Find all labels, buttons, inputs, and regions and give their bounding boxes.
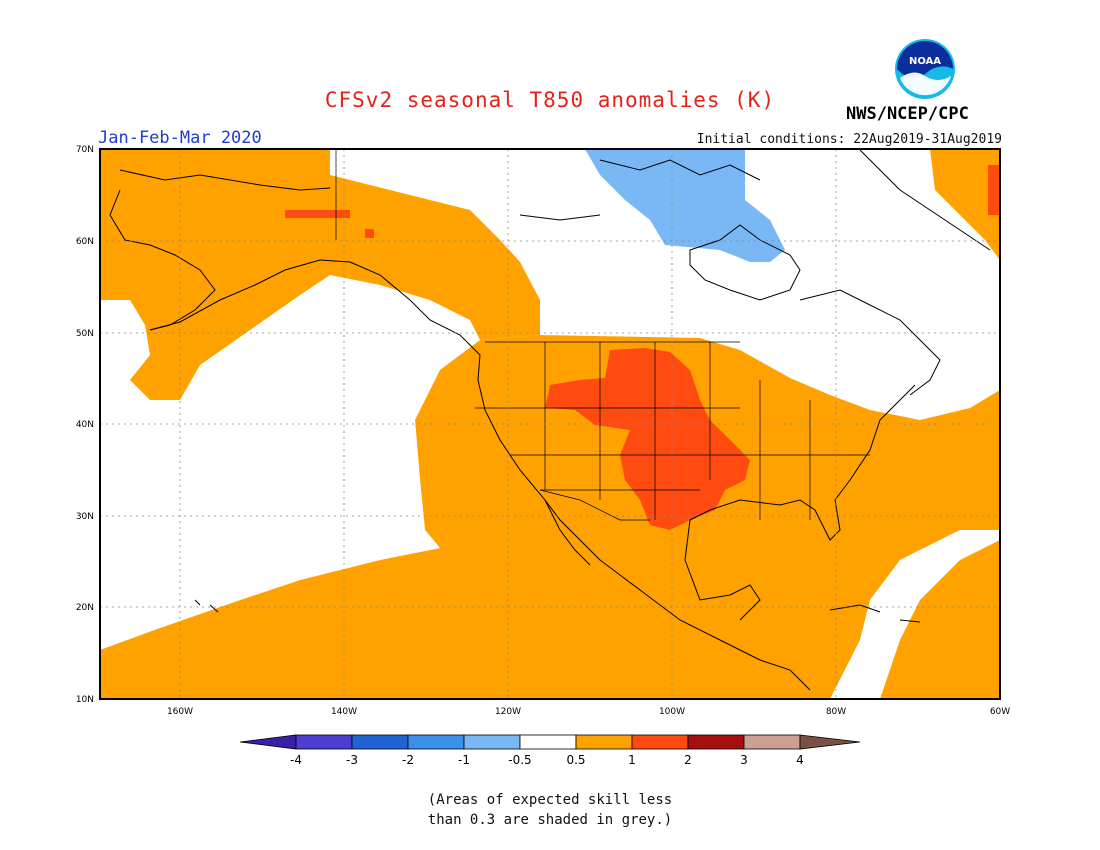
skill-note: (Areas of expected skill less than 0.3 a… [0, 790, 1100, 830]
anomaly-shading [100, 149, 1000, 699]
lat-label: 50N [76, 329, 94, 339]
anomaly-region-greenland [930, 149, 1000, 260]
lat-label: 30N [76, 512, 94, 522]
political-boundaries [335, 149, 870, 521]
forecast-period: Jan-Feb-Mar 2020 [98, 128, 262, 148]
color-bar-label: 1 [628, 753, 636, 767]
color-bar-labels: -4 -3 -2 -1 -0.5 0.5 1 2 3 4 [290, 753, 804, 767]
color-bar-label: -1 [458, 753, 470, 767]
color-bar-swatch [295, 734, 353, 750]
lon-label: 100W [659, 707, 685, 717]
color-bar-swatch [519, 734, 577, 750]
anomaly-region-plains [545, 348, 750, 530]
longitude-labels: 160W 140W 120W 100W 80W 60W [167, 707, 1010, 717]
logo-text: NOAA [909, 56, 941, 67]
skill-note-line: than 0.3 are shaded in grey.) [427, 812, 673, 828]
agency-label: NWS/NCEP/CPC [846, 104, 969, 124]
color-bar-swatch [463, 734, 521, 750]
latitude-labels: 70N 60N 50N 40N 30N 20N 10N [76, 145, 94, 705]
color-bar-swatch [687, 734, 745, 750]
color-bar-swatch [407, 734, 465, 750]
anomaly-region-atlantic-south [880, 540, 1000, 699]
lon-label: 120W [495, 707, 521, 717]
color-bar-label: -2 [402, 753, 414, 767]
color-bar-label: 4 [796, 753, 804, 767]
color-bar-swatch [239, 734, 297, 750]
color-bar-swatch [799, 734, 861, 750]
skill-note-line: (Areas of expected skill less [427, 792, 673, 808]
color-bar [239, 734, 861, 750]
anomaly-region-alaska [100, 149, 540, 400]
lat-label: 20N [76, 603, 94, 613]
lat-label: 40N [76, 420, 94, 430]
lon-label: 60W [990, 707, 1010, 717]
color-bar-label: 0.5 [566, 753, 585, 767]
color-bar-swatch [575, 734, 633, 750]
color-bar-swatch [631, 734, 689, 750]
color-bar-swatch [743, 734, 801, 750]
map-title: CFSv2 seasonal T850 anomalies (K) [324, 88, 776, 112]
color-bar-label: 2 [684, 753, 692, 767]
lon-label: 160W [167, 707, 193, 717]
noaa-logo-icon: NOAA [895, 39, 955, 99]
lon-label: 80W [826, 707, 846, 717]
lat-label: 10N [76, 695, 94, 705]
map-frame [99, 148, 1001, 700]
anomaly-region-small-3 [988, 165, 1000, 215]
anomaly-gap-pacific [100, 420, 440, 640]
color-bar-label: -3 [346, 753, 358, 767]
color-bar-label: 3 [740, 753, 748, 767]
graticule [100, 149, 1000, 699]
color-bar-label: -4 [290, 753, 302, 767]
anomaly-region-small-1 [285, 210, 350, 218]
anomaly-region-conus [100, 335, 1000, 699]
lat-label: 70N [76, 145, 94, 155]
color-bar-label: -0.5 [508, 753, 531, 767]
coastlines [109, 149, 991, 691]
lat-label: 60N [76, 237, 94, 247]
anomaly-region-small-2 [365, 229, 374, 238]
anomaly-gap-caribbean [830, 530, 960, 699]
lon-label: 140W [331, 707, 357, 717]
color-bar-swatch [351, 734, 409, 750]
anomaly-region-hudson [585, 149, 785, 262]
initial-conditions: Initial conditions: 22Aug2019-31Aug2019 [696, 132, 1002, 147]
